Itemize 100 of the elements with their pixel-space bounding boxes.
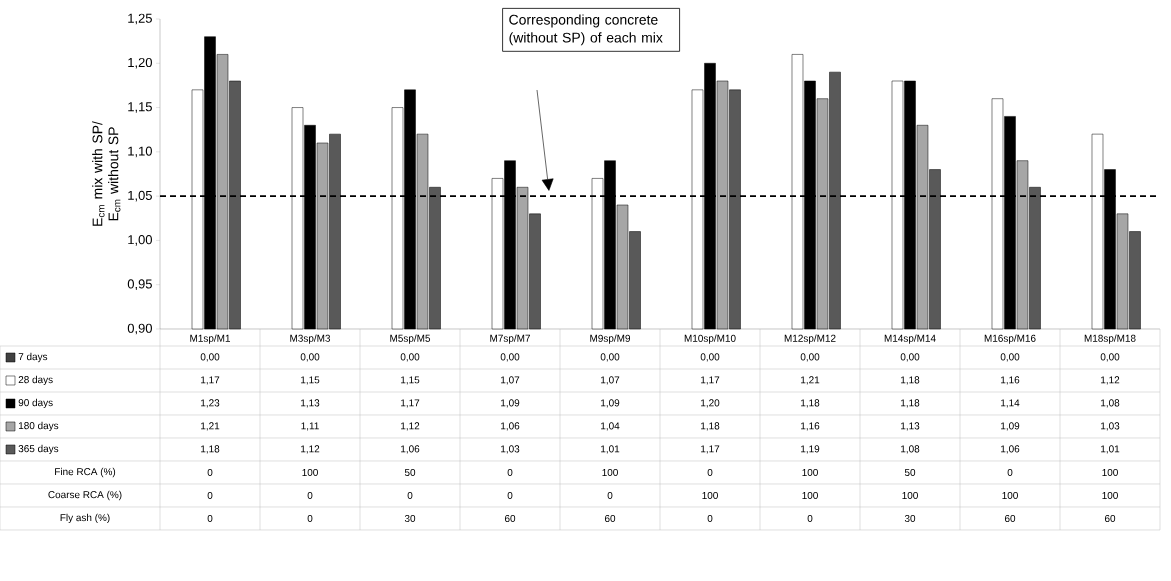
data-label: 1,23 [201,399,220,408]
text: 100 [902,491,918,500]
text: 0,00 [300,353,320,362]
data-label: 1,07 [601,376,620,385]
data-label: 1,12 [301,445,320,454]
x-tick-label: M5sp/M5 [390,334,431,344]
text: 0,00 [1000,353,1020,362]
x-tick-label: M9sp/M9 [590,334,631,344]
text: 60 [604,514,616,523]
text: 50 [404,468,416,477]
data-label: 1,06 [1001,445,1020,454]
data-label: 1,18 [701,422,720,431]
data-label: 1,18 [801,399,820,408]
annotation: Corresponding concrete (without SP) of each mix [509,14,663,46]
text: 0 [307,491,313,500]
y-tick-label: 1,25 [128,13,152,25]
data-label: 1,06 [401,445,420,454]
data-label: 1,16 [801,422,820,431]
data-label: 1,18 [901,399,920,408]
y-tick-label: 1,10 [128,146,152,158]
text: 60 [504,514,516,523]
text: 60 [1104,514,1116,523]
text: 0 [407,491,413,500]
text: 0 [607,491,613,500]
legend-label: 90 days [18,398,53,409]
text: 0 [1007,468,1013,477]
text: 0 [307,514,313,523]
text: 0 [207,468,213,477]
text: 0 [207,514,213,523]
x-tick-label: M18sp/M18 [1084,334,1136,344]
y-tick-label: 1,15 [128,102,152,113]
x-tick-label: M10sp/M10 [684,334,736,344]
data-label: 1,06 [501,422,520,431]
text: 0 [507,468,513,477]
data-label: 1,13 [301,399,320,408]
text: 0,00 [400,353,420,362]
data-label: 1,07 [501,376,520,385]
text: 0 [707,468,713,477]
data-label: 1,17 [701,445,720,454]
y-tick-label: 1,05 [128,190,152,202]
data-label: 1,01 [1101,445,1120,454]
data-label: 1,19 [801,445,820,454]
legend-label: 28 days [18,375,53,386]
x-tick-label: M1sp/M1 [190,334,231,344]
data-label: 1,13 [901,422,920,431]
text: 0 [807,514,813,523]
text: Fine RCA (%) [55,467,116,478]
legend-label: 180 days [18,421,59,432]
text: 0 [207,491,213,500]
data-label: 1,03 [501,445,520,454]
data-label: 1,18 [201,445,220,454]
y-axis-title: E$_{cm}$ mix with SP/ E$_{cm}$ without SP [92,121,121,226]
data-label: 1,16 [1001,376,1020,385]
text: 0 [707,514,713,523]
x-tick-label: M16sp/M16 [984,334,1036,344]
text: 50 [904,468,916,477]
data-label: 1,17 [201,376,220,385]
text: 30 [404,514,416,523]
text: 100 [802,468,818,477]
data-label: 1,12 [1101,376,1120,385]
data-label: 1,04 [601,422,620,431]
text: 0,00 [1100,353,1120,362]
x-tick-label: M12sp/M12 [784,334,836,344]
x-tick-label: M14sp/M14 [884,334,936,344]
data-label: 1,11 [301,422,319,431]
data-label: 1,01 [601,445,620,454]
text: 0,00 [800,353,820,362]
text: 100 [802,491,818,500]
text: 0,00 [600,353,620,362]
legend-label: 365 days [18,444,59,455]
text: 0,00 [500,353,520,362]
text: 100 [1002,491,1018,500]
text: 100 [1102,491,1118,500]
data-label: 1,03 [1101,422,1120,431]
text: 0 [507,491,513,500]
x-tick-label: M7sp/M7 [490,334,530,344]
y-tick-label: 1,00 [128,235,152,246]
data-label: 1,15 [401,376,420,385]
data-label: 1,09 [1001,422,1020,431]
data-label: 1,17 [401,399,420,408]
text: 100 [302,468,318,477]
text: 60 [1004,514,1016,523]
text: 0,00 [200,353,220,362]
text: Coarse RCA (%) [48,490,122,501]
data-label: 1,12 [401,422,420,431]
text: 100 [702,491,718,500]
y-tick-label: 1,20 [128,57,152,69]
text: 100 [1102,468,1118,477]
data-label: 1,09 [601,399,620,408]
data-label: 1,08 [901,445,920,454]
data-label: 1,08 [1101,399,1120,408]
y-tick-label: 0,95 [127,279,152,291]
data-label: 1,21 [801,376,820,385]
text: 0,00 [700,353,720,362]
data-label: 1,17 [701,376,720,385]
text: 30 [904,514,916,523]
data-label: 1,14 [1001,399,1020,408]
data-label: 1,21 [201,422,220,431]
data-label: 1,20 [701,399,720,408]
text: 100 [602,468,618,477]
